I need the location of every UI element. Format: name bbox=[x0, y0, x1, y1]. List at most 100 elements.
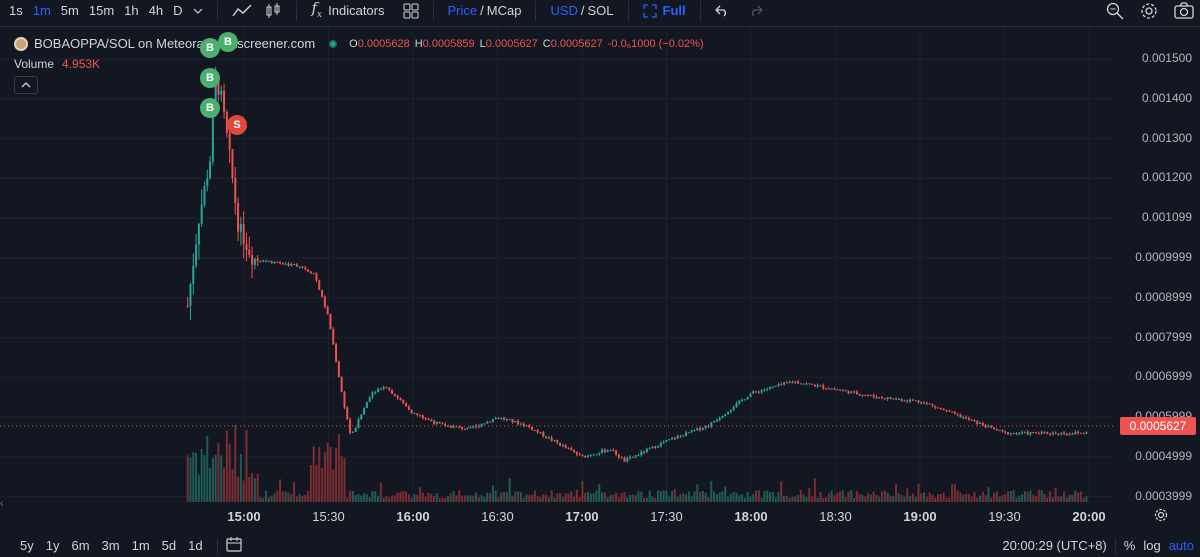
range-3m[interactable]: 3m bbox=[101, 538, 120, 553]
price-tick-label: 0.0007999 bbox=[1135, 329, 1192, 344]
volume-bar bbox=[1009, 491, 1012, 502]
indicators-button[interactable]: fx Indicators bbox=[305, 0, 390, 25]
volume-bar bbox=[584, 493, 587, 502]
candle-body bbox=[209, 161, 212, 179]
range-1d[interactable]: 1d bbox=[188, 538, 203, 553]
volume-bar bbox=[679, 494, 682, 502]
range-6m[interactable]: 6m bbox=[71, 538, 90, 553]
usd-option[interactable]: USD bbox=[550, 3, 578, 18]
volume-bar bbox=[1040, 490, 1043, 502]
percent-toggle[interactable]: % bbox=[1123, 538, 1136, 553]
candle-body bbox=[682, 435, 685, 437]
volume-bar bbox=[617, 497, 620, 502]
range-5y[interactable]: 5y bbox=[20, 538, 34, 553]
volume-bar bbox=[1085, 496, 1088, 502]
volume-bar bbox=[287, 492, 290, 502]
candle-body bbox=[953, 411, 956, 414]
candle-body bbox=[766, 388, 769, 390]
volume-bar bbox=[430, 493, 433, 502]
timeframe-dropdown-button[interactable] bbox=[187, 8, 209, 14]
volume-bar bbox=[620, 493, 623, 502]
candle-body bbox=[945, 410, 948, 412]
timeframe-1m[interactable]: 1m bbox=[32, 3, 51, 18]
price-mcap-toggle[interactable]: Price / MCap bbox=[442, 1, 528, 21]
volume-bar bbox=[1023, 491, 1026, 502]
volume-bar bbox=[570, 491, 573, 502]
volume-bar bbox=[995, 491, 998, 502]
candle-body bbox=[421, 415, 424, 419]
volume-bar bbox=[895, 483, 898, 502]
volume-bar bbox=[816, 497, 819, 502]
candle-body bbox=[606, 450, 609, 452]
volume-bar bbox=[732, 491, 735, 502]
candle-body bbox=[931, 404, 934, 406]
search-zoom-icon[interactable] bbox=[1106, 2, 1124, 20]
chart-settings-button[interactable] bbox=[1154, 508, 1168, 525]
candle-body bbox=[679, 435, 682, 437]
collapse-legend-button[interactable] bbox=[14, 76, 38, 94]
candle-body bbox=[318, 280, 321, 290]
date-range-button[interactable] bbox=[225, 536, 242, 555]
volume-bar bbox=[718, 492, 721, 502]
volume-bar bbox=[609, 495, 612, 502]
candle-body bbox=[298, 266, 301, 268]
mcap-option[interactable]: MCap bbox=[486, 3, 522, 18]
gear-icon[interactable] bbox=[1140, 2, 1158, 20]
volume-bar bbox=[298, 493, 301, 502]
volume-bar bbox=[942, 492, 945, 502]
candle-body bbox=[573, 450, 576, 453]
grid-layout-icon bbox=[403, 3, 418, 19]
utc-clock[interactable]: 20:00:29 (UTC+8) bbox=[1002, 538, 1107, 553]
volume-bar bbox=[598, 484, 601, 502]
timeframe-1h[interactable]: 1h bbox=[124, 3, 139, 18]
chevron-left-icon[interactable]: ‹ bbox=[0, 498, 4, 509]
sol-option[interactable]: SOL bbox=[587, 3, 614, 18]
candle-body bbox=[1068, 433, 1071, 435]
volume-bar bbox=[1037, 489, 1040, 502]
layouts-button[interactable] bbox=[397, 3, 425, 19]
volume-bar bbox=[231, 469, 234, 502]
volume-bar bbox=[1012, 490, 1015, 502]
volume-bar bbox=[542, 494, 545, 502]
candle-chart-type-button[interactable] bbox=[258, 3, 288, 19]
buy-marker[interactable]: B bbox=[218, 32, 238, 52]
candle-body bbox=[587, 455, 590, 458]
redo-button[interactable] bbox=[743, 5, 769, 17]
range-1m[interactable]: 1m bbox=[131, 538, 150, 553]
candle-body bbox=[365, 401, 368, 409]
buy-marker[interactable]: B bbox=[200, 98, 220, 118]
candle-body bbox=[281, 263, 284, 265]
timeframe-4h[interactable]: 4h bbox=[148, 3, 164, 18]
candle-body bbox=[654, 446, 657, 448]
range-5d[interactable]: 5d bbox=[161, 538, 177, 553]
candle-body bbox=[335, 344, 338, 362]
camera-icon[interactable] bbox=[1174, 2, 1194, 20]
timeframe-1s[interactable]: 1s bbox=[9, 3, 23, 18]
undo-button[interactable] bbox=[709, 5, 735, 17]
volume-bar bbox=[931, 494, 934, 502]
symbol-title[interactable]: BOBAOPPA/SOL on Meteora bbox=[34, 36, 204, 51]
full-button[interactable]: Full bbox=[637, 1, 692, 21]
range-1y[interactable]: 1y bbox=[45, 538, 60, 553]
candle-body bbox=[819, 385, 822, 387]
log-toggle[interactable]: log bbox=[1143, 538, 1161, 553]
candle-body bbox=[701, 428, 704, 430]
candle-body bbox=[533, 429, 536, 431]
line-chart-type-button[interactable] bbox=[226, 4, 258, 18]
price-option[interactable]: Price bbox=[447, 3, 478, 18]
volume-bar bbox=[844, 497, 847, 502]
candle-body bbox=[973, 420, 976, 422]
auto-toggle[interactable]: auto bbox=[1168, 538, 1194, 553]
candle-body bbox=[925, 402, 928, 404]
timeframe-5m[interactable]: 5m bbox=[60, 3, 79, 18]
candle-body bbox=[909, 399, 912, 402]
volume-bar bbox=[1060, 496, 1063, 502]
usd-sol-toggle[interactable]: USD / SOL bbox=[544, 1, 619, 21]
volume-bar bbox=[1026, 492, 1029, 502]
sell-marker[interactable]: S bbox=[227, 115, 247, 135]
timeframe-15m[interactable]: 15m bbox=[88, 3, 115, 18]
buy-marker[interactable]: B bbox=[200, 38, 220, 58]
buy-marker[interactable]: B bbox=[200, 68, 220, 88]
timeframe-D[interactable]: D bbox=[173, 3, 183, 18]
